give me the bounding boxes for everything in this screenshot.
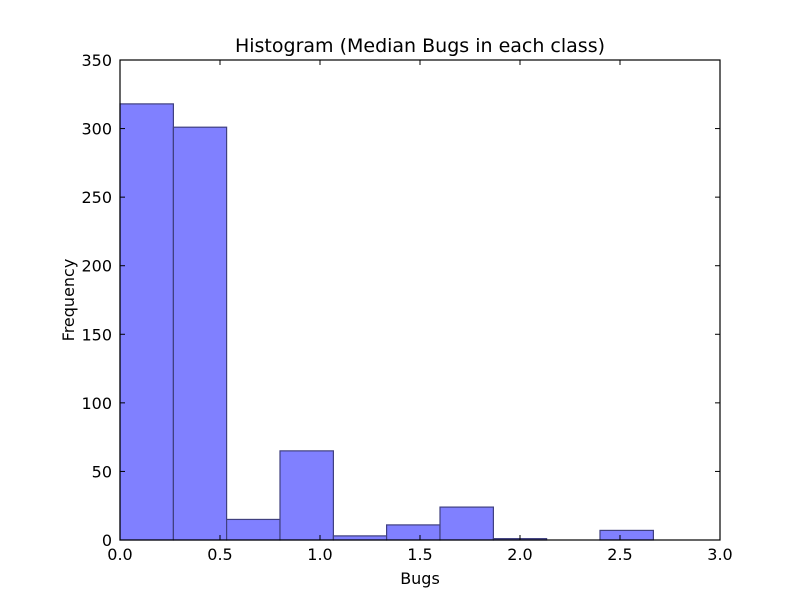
y-tick-label: 100 bbox=[81, 394, 112, 413]
x-tick-label: 0.5 bbox=[207, 545, 232, 564]
histogram-bar-4 bbox=[332, 535, 388, 541]
y-tick-label: 150 bbox=[81, 325, 112, 344]
x-tick-label: 3.0 bbox=[707, 545, 732, 564]
x-tick-label: 1.5 bbox=[407, 545, 432, 564]
x-tick-label: 2.5 bbox=[607, 545, 632, 564]
histogram-bar-2 bbox=[226, 518, 281, 541]
y-tick-label: 350 bbox=[81, 51, 112, 70]
y-tick-label: 50 bbox=[92, 462, 112, 481]
x-tick-label: 1.0 bbox=[307, 545, 332, 564]
y-tick-label: 0 bbox=[102, 531, 112, 550]
y-tick-label: 250 bbox=[81, 188, 112, 207]
chart-title: Histogram (Median Bugs in each class) bbox=[235, 35, 605, 57]
histogram-bar-9 bbox=[599, 529, 655, 541]
tick-labels-layer: 0.0 0.5 1.0 1.5 2.0 2.5 3.0 0 50 100 150 200 250 300 3… bbox=[81, 51, 732, 564]
x-tick-label: 0.0 bbox=[107, 545, 132, 564]
bars-layer bbox=[119, 103, 655, 541]
histogram-bar-5 bbox=[386, 524, 441, 541]
x-axis-title: Bugs bbox=[400, 569, 440, 588]
histogram-bar-3 bbox=[279, 450, 335, 541]
ticks-layer bbox=[119, 59, 721, 541]
y-tick-label: 300 bbox=[81, 120, 112, 139]
x-tick-label: 2.0 bbox=[507, 545, 532, 564]
y-axis-title: Frequency bbox=[59, 259, 78, 342]
y-tick-label: 200 bbox=[81, 257, 112, 276]
histogram-bar-6 bbox=[439, 506, 495, 541]
histogram-bar-0 bbox=[119, 103, 175, 541]
histogram-bar-1 bbox=[172, 126, 228, 541]
